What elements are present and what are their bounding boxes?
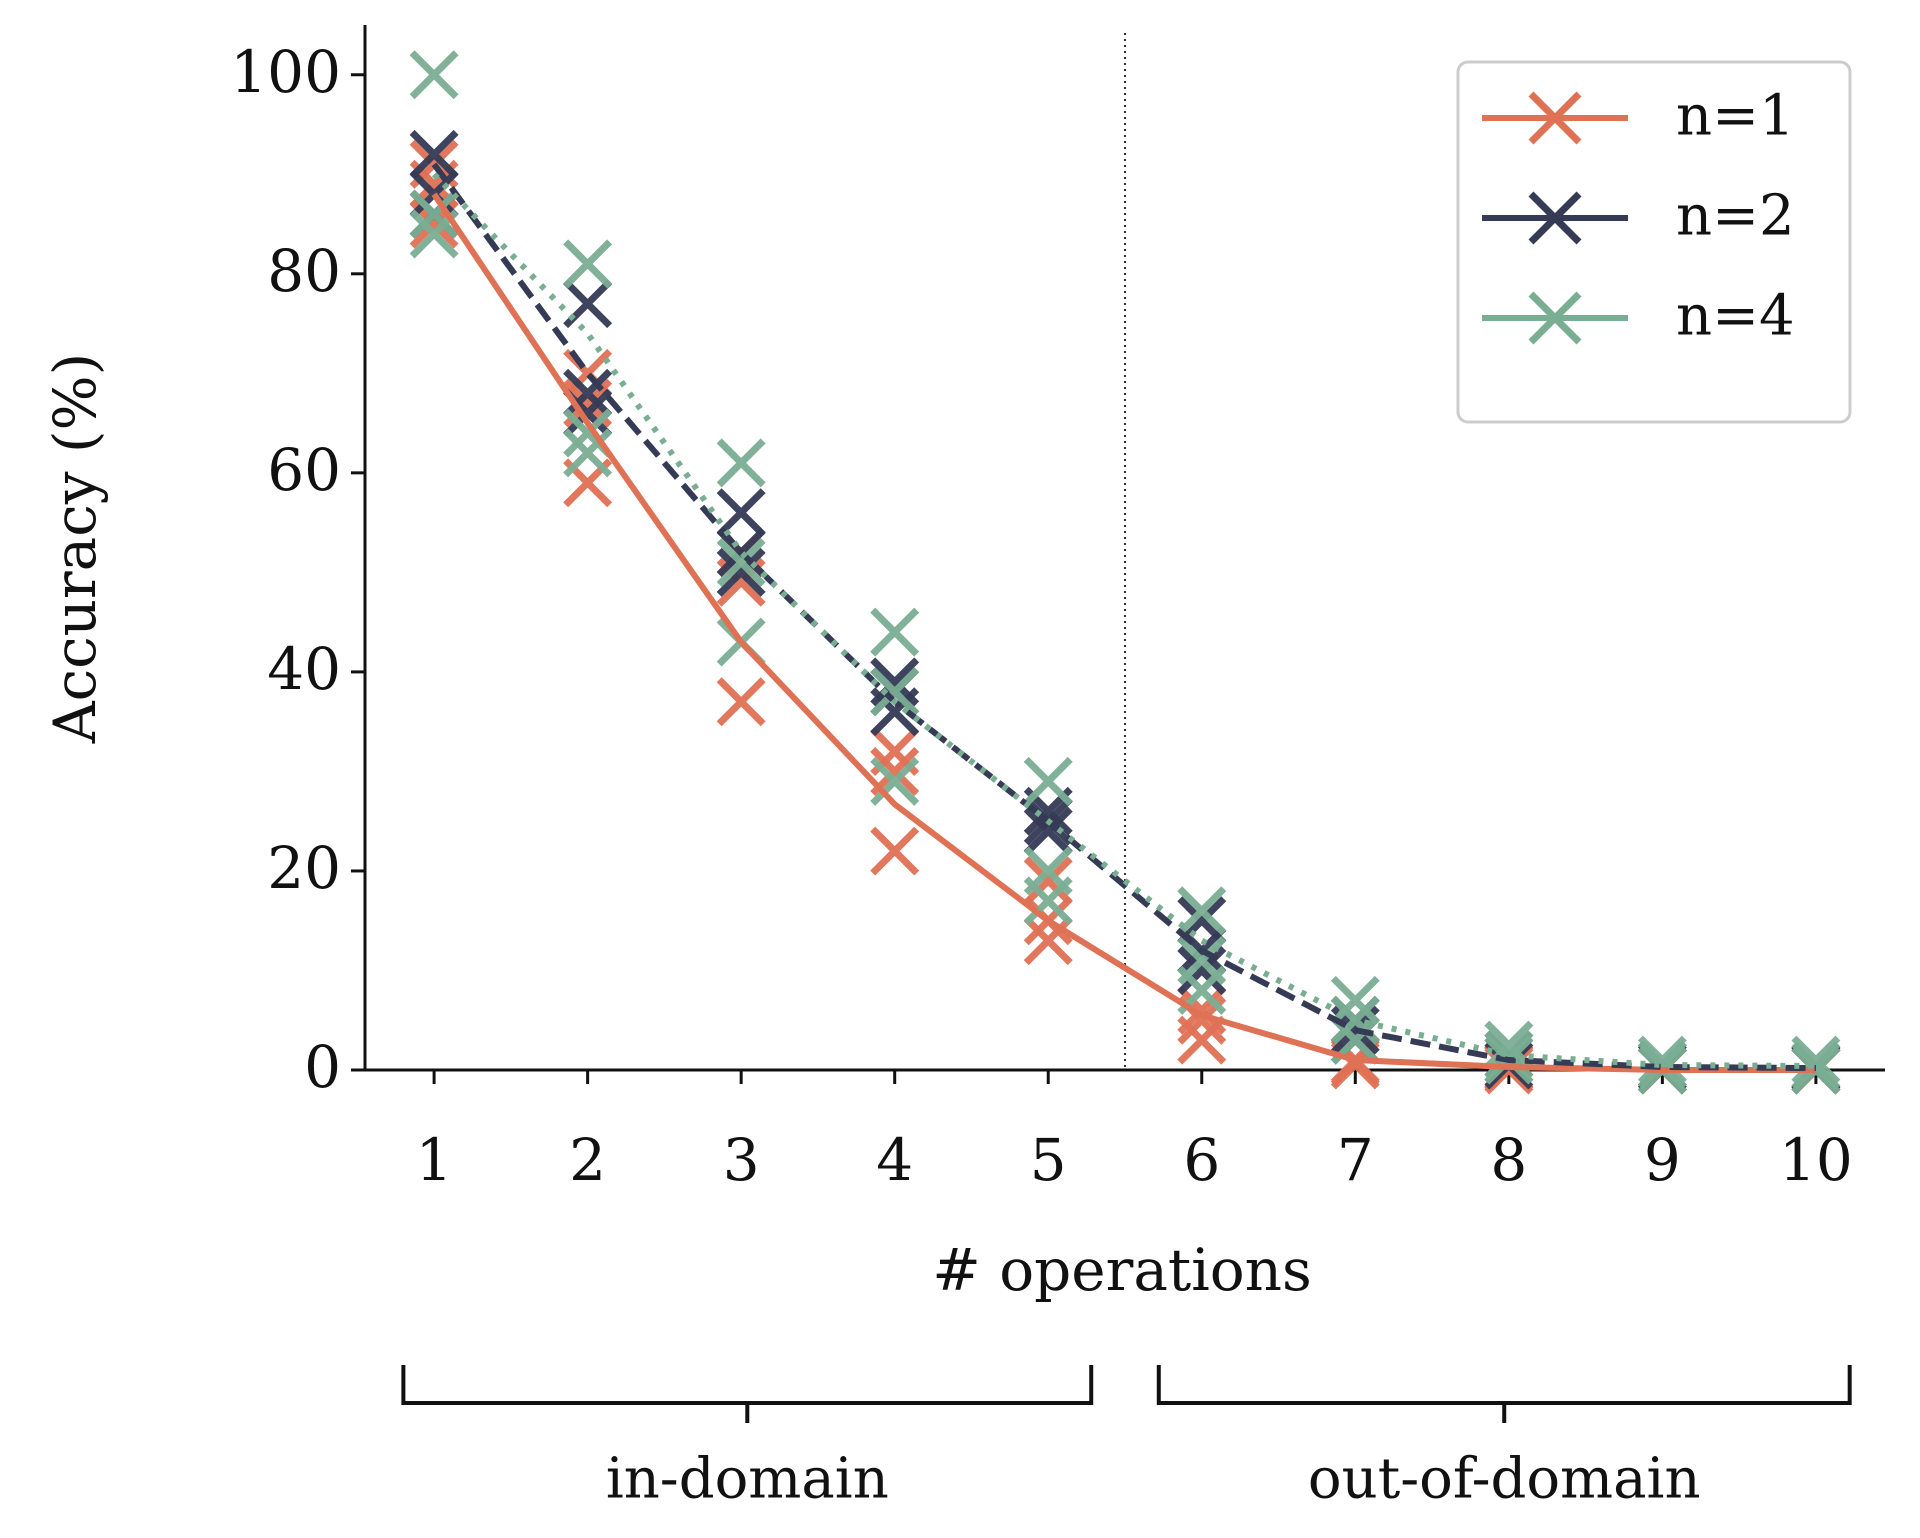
- marker: [563, 368, 613, 418]
- marker: [716, 438, 766, 488]
- marker: [1023, 856, 1073, 906]
- x-tick-label: 4: [876, 1126, 913, 1194]
- x-tick-label: 2: [569, 1126, 606, 1194]
- legend-marker: [1528, 191, 1582, 245]
- marker: [1177, 1015, 1227, 1065]
- bracket: [1156, 1365, 1852, 1423]
- marker: [1637, 1040, 1687, 1090]
- marker: [716, 488, 766, 538]
- marker: [1637, 1035, 1687, 1085]
- legend-marker: [1528, 91, 1582, 145]
- legend-label: n=1: [1676, 84, 1795, 149]
- series-line: [431, 192, 1816, 1073]
- marker: [409, 189, 459, 239]
- x-tick-label: 8: [1490, 1126, 1527, 1194]
- series-line: [431, 172, 1816, 1070]
- marker: [1023, 806, 1073, 856]
- marker: [1023, 756, 1073, 806]
- legend-marker: [1528, 291, 1582, 345]
- x-tick-label: 1: [416, 1126, 453, 1194]
- x-tick-label: 3: [723, 1126, 760, 1194]
- marker: [1484, 1020, 1534, 1070]
- marker: [870, 756, 920, 806]
- legend-box: [1456, 60, 1852, 424]
- x-tick-label: 5: [1030, 1126, 1067, 1194]
- marker: [563, 239, 613, 289]
- bracket-label: out-of-domain: [1308, 1447, 1701, 1512]
- marker: [1791, 1045, 1841, 1095]
- y-tick-label: 80: [267, 237, 341, 305]
- y-tick-label: 0: [304, 1033, 341, 1101]
- marker: [870, 826, 920, 876]
- x-tick-label: 7: [1337, 1126, 1374, 1194]
- legend: n=1 n=2 n=4: [1456, 60, 1852, 424]
- marker: [1791, 1035, 1841, 1085]
- y-tick-label: 40: [267, 635, 341, 703]
- marker: [870, 667, 920, 717]
- marker: [870, 687, 920, 737]
- marker: [1023, 916, 1073, 966]
- x-tick-label: 9: [1644, 1126, 1681, 1194]
- y-axis-label: Accuracy (%): [41, 353, 109, 745]
- marker: [409, 129, 459, 179]
- marker: [716, 677, 766, 727]
- marker: [870, 607, 920, 657]
- y-tick-label: 60: [267, 436, 341, 504]
- y-tick-label: 20: [267, 834, 341, 902]
- marker: [563, 428, 613, 478]
- marker: [716, 547, 766, 597]
- x-axis-label: # operations: [932, 1236, 1312, 1304]
- series-line: [431, 162, 1816, 1072]
- bracket: [401, 1365, 1094, 1423]
- legend-label: n=4: [1676, 284, 1795, 349]
- legend-label: n=2: [1676, 184, 1795, 249]
- marker: [716, 537, 766, 587]
- marker: [409, 50, 459, 100]
- x-tick-label: 6: [1183, 1126, 1220, 1194]
- y-tick-label: 100: [230, 38, 341, 106]
- marker: [1177, 886, 1227, 936]
- bracket-label: in-domain: [606, 1447, 889, 1512]
- marker: [409, 169, 459, 219]
- x-tick-label: 10: [1779, 1126, 1853, 1194]
- marker: [1023, 876, 1073, 926]
